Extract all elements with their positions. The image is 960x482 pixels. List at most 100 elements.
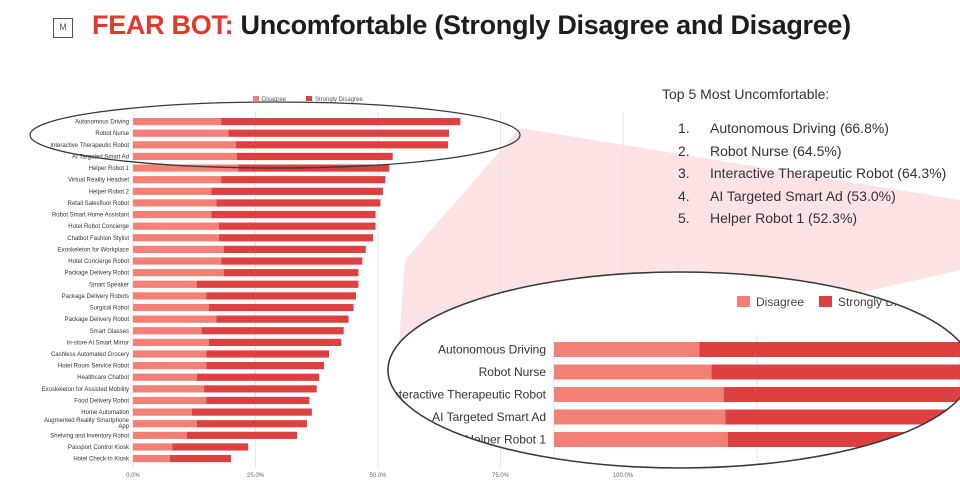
bar-strongly-disagree — [191, 408, 312, 416]
bar-disagree — [133, 385, 205, 393]
bar-disagree — [133, 187, 212, 195]
zoom-bar-disagree — [554, 432, 728, 447]
bar-disagree — [133, 315, 217, 323]
bar-disagree — [133, 338, 209, 346]
category-label: Hotel Robot Concierge — [68, 224, 129, 230]
bar-disagree — [133, 222, 219, 230]
bar-disagree — [133, 234, 219, 242]
bar-disagree — [133, 431, 187, 439]
bar-strongly-disagree — [218, 222, 376, 230]
zoom-legend-swatch — [737, 296, 750, 307]
category-label: Virtual Reality Headset — [68, 178, 129, 184]
category-label: Helper Robot 2 — [89, 189, 130, 195]
legend-label: Strongly Disagree — [315, 97, 363, 103]
bar-disagree — [133, 176, 222, 184]
category-label: Robot Nurse — [95, 131, 129, 137]
top5-item-text: Interactive Therapeutic Robot (64.3%) — [710, 165, 947, 181]
bar-disagree — [133, 303, 209, 312]
zoom-category-label: Robot Nurse — [479, 365, 547, 379]
zoom-bar-disagree — [554, 342, 700, 357]
bar-strongly-disagree — [206, 362, 325, 370]
bar-strongly-disagree — [186, 431, 298, 439]
bar-disagree — [133, 443, 173, 451]
bar-strongly-disagree — [196, 373, 320, 381]
top5-item-number: 1. — [678, 120, 690, 136]
category-label: Smart Glasses — [90, 329, 129, 335]
bar-strongly-disagree — [172, 443, 249, 451]
bar-strongly-disagree — [206, 292, 356, 300]
x-tick-label: 0.0% — [126, 473, 140, 479]
category-label: Augmented Reality Smartphone App — [44, 418, 130, 430]
bar-disagree — [133, 245, 224, 254]
bar-strongly-disagree — [211, 187, 383, 195]
bar-disagree — [133, 118, 222, 126]
bar-disagree — [133, 396, 207, 405]
bar-strongly-disagree — [221, 118, 461, 126]
top5-item-text: Robot Nurse (64.5%) — [710, 142, 842, 159]
category-label: Hotel Room Service Robot — [58, 364, 129, 370]
top5-item: 5. Helper Robot 1 (52.3%) — [678, 210, 946, 233]
zoom-category-label: AI Targeted Smart Ad — [432, 410, 546, 424]
bar-strongly-disagree — [218, 234, 374, 242]
zoom-bar-strongly-disagree — [711, 364, 960, 380]
title-accent: FEAR BOT: — [92, 10, 234, 40]
category-label: Exoskeleton for Assisted Mobility — [42, 387, 129, 393]
category-label: Surgical Robot — [90, 306, 130, 312]
category-label: Interactive Therapeutic Robot — [50, 143, 129, 149]
page-title: FEAR BOT: Uncomfortable (Strongly Disagr… — [92, 10, 851, 41]
zoom-bar-chart: Disagree Strongly Disagree Autonomous Driv… — [388, 272, 960, 468]
zoom-legend-swatch — [819, 296, 832, 307]
brand-logo-icon: M — [53, 18, 73, 38]
top5-item-number: 2. — [678, 142, 690, 159]
category-label: Passport Control Kiosk — [68, 445, 130, 451]
bar-disagree — [133, 362, 207, 370]
zoom-category-label: Autonomous Driving — [438, 343, 546, 357]
top5-item-number: 5. — [678, 210, 690, 226]
zoom-bar-disagree — [554, 409, 726, 425]
top5-item-text: AI Targeted Smart Ad (53.0%) — [710, 187, 896, 204]
bar-disagree — [133, 350, 207, 358]
x-tick-label: 50.0% — [369, 473, 387, 479]
bar-strongly-disagree — [223, 245, 366, 254]
top5-list: 1. Autonomous Driving (66.8%) 2. Robot Nurs… — [678, 120, 946, 233]
category-label: Exoskeleton for Workplace — [58, 247, 130, 253]
top5-item-text: Autonomous Driving (66.8%) — [710, 120, 889, 136]
category-label: Hotel Check-in Kiosk — [73, 457, 130, 463]
category-label: Cashless Automated Grocery — [51, 352, 129, 358]
category-label: AI Targeted Smart Ad — [72, 154, 129, 160]
bar-disagree — [133, 454, 170, 463]
bar-strongly-disagree — [206, 396, 310, 405]
top5-item: 1. Autonomous Driving (66.8%) — [678, 120, 946, 143]
bar-disagree — [133, 257, 222, 265]
bar-strongly-disagree — [196, 280, 359, 288]
bar-strongly-disagree — [196, 420, 307, 428]
x-tick-label: 75.0% — [492, 473, 510, 479]
top5-item: 3. Interactive Therapeutic Robot (64.3%) — [678, 165, 946, 188]
legend-swatch — [306, 96, 312, 101]
bar-disagree — [133, 152, 237, 161]
bar-strongly-disagree — [201, 327, 344, 335]
bar-disagree — [133, 292, 207, 300]
zoom-category-label: Helper Robot 1 — [465, 433, 546, 447]
top5-title: Top 5 Most Uncomfortable: — [662, 86, 830, 102]
category-label: Package Delivery Robot — [65, 271, 130, 277]
top5-item-number: 3. — [678, 165, 690, 181]
zoom-bar-strongly-disagree — [727, 432, 960, 447]
bar-strongly-disagree — [216, 315, 349, 323]
top5-item: 2. Robot Nurse (64.5%) — [678, 143, 946, 166]
bar-disagree — [133, 269, 224, 277]
bar-disagree — [133, 280, 197, 288]
category-label: Smart Speaker — [89, 282, 129, 288]
bar-strongly-disagree — [228, 129, 450, 137]
category-label: Retail Salesfloor Robot — [68, 201, 130, 207]
bar-disagree — [133, 420, 197, 428]
zoom-bar-strongly-disagree — [699, 342, 960, 357]
legend-label: Disagree — [262, 97, 287, 103]
bar-strongly-disagree — [211, 210, 376, 219]
zoom-bar-disagree — [554, 364, 712, 380]
category-label: Food Delivery Robot — [74, 398, 129, 404]
bar-strongly-disagree — [221, 257, 363, 265]
highlight-ellipse-large — [387, 271, 960, 469]
category-label: Chatbot Fashion Stylist — [67, 236, 129, 242]
